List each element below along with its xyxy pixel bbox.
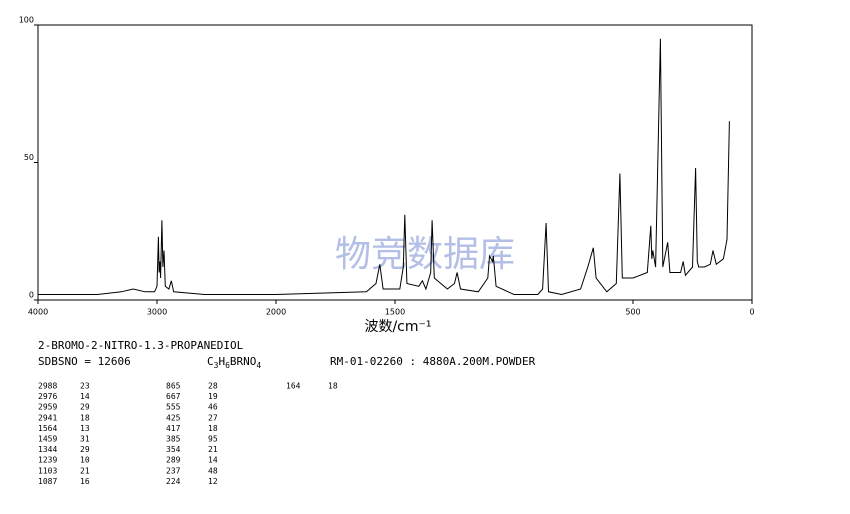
x-tick-label: 2000: [266, 308, 286, 317]
peak-wavenumber: 354: [166, 445, 181, 454]
peak-intensity: 16: [80, 477, 90, 486]
peak-intensity: 14: [80, 392, 90, 401]
peak-wavenumber: 865: [166, 382, 181, 391]
peak-wavenumber: 224: [166, 477, 181, 486]
peak-intensity: 27: [208, 413, 218, 422]
peak-intensity: 29: [80, 403, 90, 412]
peak-wavenumber: 1564: [38, 424, 57, 433]
peak-intensity: 12: [208, 477, 218, 486]
peak-wavenumber: 2941: [38, 413, 57, 422]
x-tick-label: 500: [625, 308, 640, 317]
peak-wavenumber: 164: [286, 382, 301, 391]
spectrum-line: [38, 38, 730, 296]
peak-intensity: 21: [208, 445, 218, 454]
peak-wavenumber: 2959: [38, 403, 57, 412]
peak-wavenumber: 237: [166, 466, 181, 475]
x-tick-label: 3000: [147, 308, 167, 317]
peak-wavenumber: 1459: [38, 435, 57, 444]
peak-intensity: 23: [80, 382, 90, 391]
peak-intensity: 13: [80, 424, 90, 433]
peak-wavenumber: 1344: [38, 445, 57, 454]
peak-intensity: 21: [80, 466, 90, 475]
formula: C3H6BRNO4: [207, 355, 261, 370]
watermark: 物竞数据库: [335, 234, 515, 275]
peak-intensity: 95: [208, 435, 218, 444]
peak-intensity: 46: [208, 403, 218, 412]
peak-wavenumber: 2976: [38, 392, 57, 401]
peak-intensity: 10: [80, 456, 90, 465]
peak-intensity: 48: [208, 466, 218, 475]
peak-intensity: 28: [208, 382, 218, 391]
x-tick-label: 4000: [28, 308, 48, 317]
peak-wavenumber: 667: [166, 392, 181, 401]
peak-wavenumber: 1087: [38, 477, 57, 486]
sdbs-number: SDBSNO = 12606: [38, 355, 131, 368]
compound-name: 2-BROMO-2-NITRO-1.3-PROPANEDIOL: [38, 339, 244, 352]
peak-wavenumber: 1103: [38, 466, 57, 475]
peak-intensity: 31: [80, 435, 90, 444]
y-tick-label: 100: [19, 16, 34, 25]
peak-intensity: 29: [80, 445, 90, 454]
method: RM-01-02260 : 4880A.200M.POWDER: [330, 355, 536, 368]
peak-intensity: 19: [208, 392, 218, 401]
peak-wavenumber: 1239: [38, 456, 57, 465]
y-tick-label: 50: [24, 153, 34, 162]
peak-wavenumber: 555: [166, 403, 181, 412]
peak-wavenumber: 2988: [38, 382, 57, 391]
peak-intensity: 14: [208, 456, 218, 465]
x-tick-label: 0: [749, 308, 754, 317]
peak-wavenumber: 417: [166, 424, 181, 433]
y-tick-label: 0: [29, 291, 34, 300]
peak-intensity: 18: [208, 424, 218, 433]
peak-intensity: 18: [80, 413, 90, 422]
peak-wavenumber: 289: [166, 456, 181, 465]
peak-wavenumber: 425: [166, 413, 181, 422]
peak-intensity: 18: [328, 382, 338, 391]
x-tick-label: 1500: [385, 308, 405, 317]
x-axis-label: 波数/cm⁻¹: [364, 319, 431, 335]
peak-wavenumber: 385: [166, 435, 181, 444]
